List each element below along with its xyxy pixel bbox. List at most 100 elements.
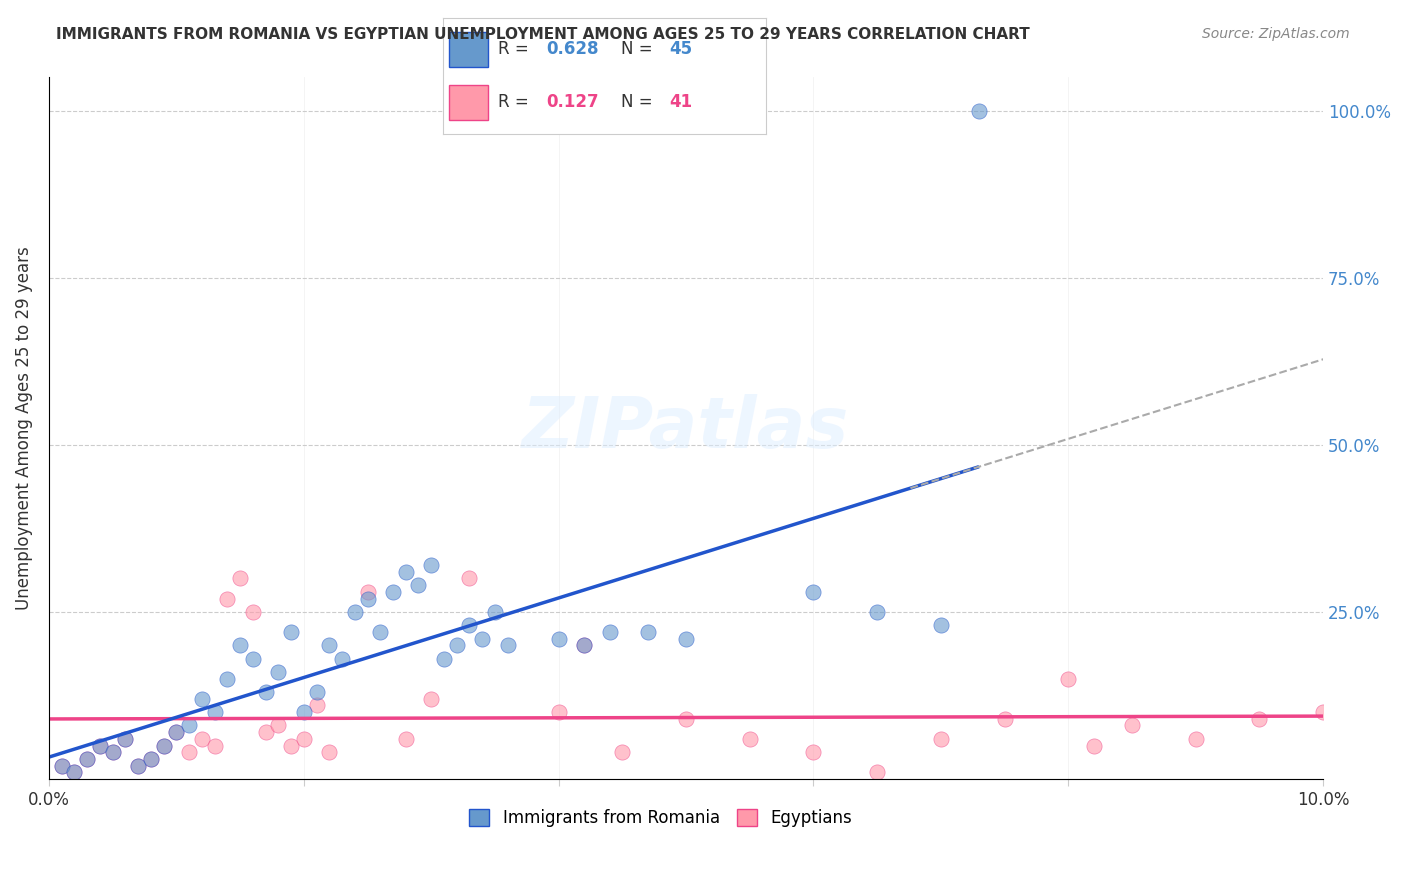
Point bbox=[484, 605, 506, 619]
Text: R =: R = bbox=[498, 40, 529, 58]
Point bbox=[204, 739, 226, 753]
Point bbox=[254, 685, 277, 699]
Point bbox=[1249, 712, 1271, 726]
Point bbox=[292, 705, 315, 719]
Point bbox=[229, 638, 252, 652]
Point bbox=[803, 745, 825, 759]
Point bbox=[547, 705, 569, 719]
Point bbox=[496, 638, 519, 652]
Point bbox=[356, 585, 378, 599]
Point bbox=[89, 739, 111, 753]
Point bbox=[101, 745, 124, 759]
Point bbox=[330, 651, 353, 665]
Point bbox=[114, 731, 136, 746]
Point bbox=[242, 605, 264, 619]
Point bbox=[152, 739, 174, 753]
Point bbox=[356, 591, 378, 606]
Point bbox=[368, 624, 391, 639]
Point bbox=[395, 731, 418, 746]
Text: R =: R = bbox=[498, 94, 529, 112]
Point bbox=[675, 712, 697, 726]
Point bbox=[191, 731, 214, 746]
Point bbox=[1312, 705, 1334, 719]
Point bbox=[471, 632, 494, 646]
Point bbox=[204, 705, 226, 719]
Point bbox=[929, 731, 952, 746]
Text: ZIPatlas: ZIPatlas bbox=[523, 393, 849, 463]
Point bbox=[267, 665, 290, 679]
Point bbox=[343, 605, 366, 619]
Point bbox=[280, 624, 302, 639]
Point bbox=[280, 739, 302, 753]
Point bbox=[1083, 739, 1105, 753]
Point bbox=[217, 672, 239, 686]
Point bbox=[217, 591, 239, 606]
Point bbox=[89, 739, 111, 753]
Point bbox=[318, 638, 340, 652]
Text: N =: N = bbox=[621, 40, 652, 58]
Point bbox=[127, 758, 149, 772]
Point bbox=[866, 605, 889, 619]
Point bbox=[101, 745, 124, 759]
Point bbox=[1121, 718, 1143, 732]
Text: 0.628: 0.628 bbox=[547, 40, 599, 58]
Point bbox=[1184, 731, 1206, 746]
Point bbox=[572, 638, 595, 652]
Point bbox=[127, 758, 149, 772]
Point bbox=[165, 725, 187, 739]
Point bbox=[738, 731, 761, 746]
Point bbox=[63, 765, 86, 780]
Point bbox=[179, 745, 201, 759]
Point bbox=[572, 638, 595, 652]
Point bbox=[420, 691, 443, 706]
Point bbox=[139, 752, 162, 766]
Point bbox=[114, 731, 136, 746]
Point bbox=[267, 718, 290, 732]
Point bbox=[458, 572, 481, 586]
Point bbox=[446, 638, 468, 652]
Point bbox=[675, 632, 697, 646]
Point bbox=[292, 731, 315, 746]
Point bbox=[994, 712, 1017, 726]
Text: 0.127: 0.127 bbox=[547, 94, 599, 112]
Text: IMMIGRANTS FROM ROMANIA VS EGYPTIAN UNEMPLOYMENT AMONG AGES 25 TO 29 YEARS CORRE: IMMIGRANTS FROM ROMANIA VS EGYPTIAN UNEM… bbox=[56, 27, 1031, 42]
Text: 45: 45 bbox=[669, 40, 692, 58]
Point bbox=[803, 585, 825, 599]
Point bbox=[420, 558, 443, 573]
Point bbox=[967, 103, 990, 118]
Point bbox=[599, 624, 621, 639]
Point bbox=[408, 578, 430, 592]
Text: 41: 41 bbox=[669, 94, 692, 112]
Point bbox=[191, 691, 214, 706]
Point bbox=[254, 725, 277, 739]
Point bbox=[76, 752, 98, 766]
Point bbox=[382, 585, 405, 599]
Point bbox=[547, 632, 569, 646]
Point bbox=[242, 651, 264, 665]
Point bbox=[165, 725, 187, 739]
Text: Source: ZipAtlas.com: Source: ZipAtlas.com bbox=[1202, 27, 1350, 41]
Point bbox=[458, 618, 481, 632]
Point bbox=[866, 765, 889, 780]
Point bbox=[305, 698, 328, 713]
Point bbox=[63, 765, 86, 780]
Legend: Immigrants from Romania, Egyptians: Immigrants from Romania, Egyptians bbox=[463, 802, 858, 834]
Point bbox=[51, 758, 73, 772]
Point bbox=[433, 651, 456, 665]
Point bbox=[395, 565, 418, 579]
Point bbox=[139, 752, 162, 766]
Point bbox=[76, 752, 98, 766]
Point bbox=[637, 624, 659, 639]
Point bbox=[1057, 672, 1080, 686]
Y-axis label: Unemployment Among Ages 25 to 29 years: Unemployment Among Ages 25 to 29 years bbox=[15, 246, 32, 610]
Point bbox=[612, 745, 634, 759]
FancyBboxPatch shape bbox=[450, 85, 488, 120]
Point bbox=[179, 718, 201, 732]
FancyBboxPatch shape bbox=[450, 32, 488, 67]
Point bbox=[305, 685, 328, 699]
Point bbox=[929, 618, 952, 632]
Text: N =: N = bbox=[621, 94, 652, 112]
Point bbox=[229, 572, 252, 586]
Point bbox=[152, 739, 174, 753]
Point bbox=[318, 745, 340, 759]
